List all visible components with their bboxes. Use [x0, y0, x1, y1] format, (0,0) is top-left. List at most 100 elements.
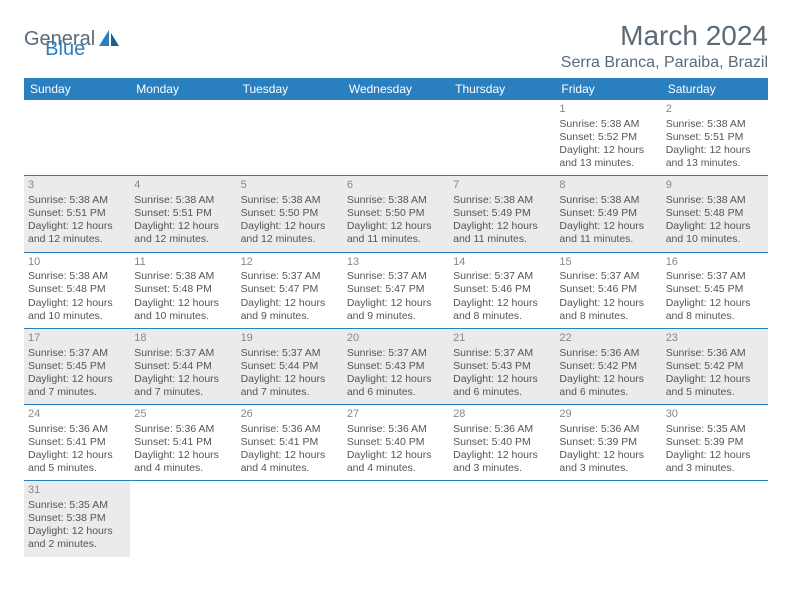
day-number: 6 [347, 179, 445, 193]
sunset-line: Sunset: 5:39 PM [559, 436, 657, 449]
daylight-line: Daylight: 12 hours and 3 minutes. [559, 449, 657, 475]
sunrise-line: Sunrise: 5:38 AM [559, 118, 657, 131]
sunrise-line: Sunrise: 5:37 AM [347, 347, 445, 360]
daylight-line: Daylight: 12 hours and 4 minutes. [347, 449, 445, 475]
weekday-header: Tuesday [237, 78, 343, 100]
sunrise-line: Sunrise: 5:38 AM [134, 270, 232, 283]
calendar-table: SundayMondayTuesdayWednesdayThursdayFrid… [24, 78, 768, 557]
sunrise-line: Sunrise: 5:37 AM [134, 347, 232, 360]
day-number: 15 [559, 256, 657, 270]
sunset-line: Sunset: 5:51 PM [666, 131, 764, 144]
logo-sail-icon [99, 30, 121, 51]
calendar-cell [449, 481, 555, 557]
sunrise-line: Sunrise: 5:36 AM [134, 423, 232, 436]
month-title: March 2024 [561, 20, 768, 52]
calendar-row: 1Sunrise: 5:38 AMSunset: 5:52 PMDaylight… [24, 100, 768, 176]
calendar-cell: 31Sunrise: 5:35 AMSunset: 5:38 PMDayligh… [24, 481, 130, 557]
calendar-cell: 9Sunrise: 5:38 AMSunset: 5:48 PMDaylight… [662, 176, 768, 252]
calendar-cell [130, 100, 236, 176]
daylight-line: Daylight: 12 hours and 5 minutes. [666, 373, 764, 399]
sunrise-line: Sunrise: 5:36 AM [241, 423, 339, 436]
daylight-line: Daylight: 12 hours and 8 minutes. [559, 297, 657, 323]
sunset-line: Sunset: 5:51 PM [134, 207, 232, 220]
weekday-header: Thursday [449, 78, 555, 100]
sunrise-line: Sunrise: 5:36 AM [28, 423, 126, 436]
day-number: 30 [666, 408, 764, 422]
sunset-line: Sunset: 5:41 PM [28, 436, 126, 449]
sunset-line: Sunset: 5:51 PM [28, 207, 126, 220]
calendar-row: 3Sunrise: 5:38 AMSunset: 5:51 PMDaylight… [24, 176, 768, 252]
sunset-line: Sunset: 5:46 PM [559, 283, 657, 296]
calendar-cell [24, 100, 130, 176]
calendar-cell: 21Sunrise: 5:37 AMSunset: 5:43 PMDayligh… [449, 328, 555, 404]
daylight-line: Daylight: 12 hours and 6 minutes. [347, 373, 445, 399]
day-number: 10 [28, 256, 126, 270]
sunset-line: Sunset: 5:50 PM [241, 207, 339, 220]
daylight-line: Daylight: 12 hours and 11 minutes. [347, 220, 445, 246]
daylight-line: Daylight: 12 hours and 11 minutes. [559, 220, 657, 246]
day-number: 19 [241, 332, 339, 346]
sunset-line: Sunset: 5:48 PM [666, 207, 764, 220]
sunrise-line: Sunrise: 5:36 AM [347, 423, 445, 436]
calendar-cell: 26Sunrise: 5:36 AMSunset: 5:41 PMDayligh… [237, 405, 343, 481]
day-number: 26 [241, 408, 339, 422]
logo-text-blue: Blue [45, 38, 85, 60]
calendar-cell: 30Sunrise: 5:35 AMSunset: 5:39 PMDayligh… [662, 405, 768, 481]
sunset-line: Sunset: 5:40 PM [347, 436, 445, 449]
calendar-cell: 18Sunrise: 5:37 AMSunset: 5:44 PMDayligh… [130, 328, 236, 404]
calendar-cell: 20Sunrise: 5:37 AMSunset: 5:43 PMDayligh… [343, 328, 449, 404]
daylight-line: Daylight: 12 hours and 4 minutes. [134, 449, 232, 475]
day-number: 24 [28, 408, 126, 422]
sunset-line: Sunset: 5:47 PM [347, 283, 445, 296]
calendar-body: 1Sunrise: 5:38 AMSunset: 5:52 PMDaylight… [24, 100, 768, 557]
calendar-cell [662, 481, 768, 557]
daylight-line: Daylight: 12 hours and 3 minutes. [453, 449, 551, 475]
calendar-cell: 22Sunrise: 5:36 AMSunset: 5:42 PMDayligh… [555, 328, 661, 404]
sunset-line: Sunset: 5:47 PM [241, 283, 339, 296]
day-number: 25 [134, 408, 232, 422]
calendar-cell: 25Sunrise: 5:36 AMSunset: 5:41 PMDayligh… [130, 405, 236, 481]
daylight-line: Daylight: 12 hours and 10 minutes. [28, 297, 126, 323]
day-number: 22 [559, 332, 657, 346]
day-number: 27 [347, 408, 445, 422]
sunrise-line: Sunrise: 5:38 AM [28, 270, 126, 283]
calendar-cell: 7Sunrise: 5:38 AMSunset: 5:49 PMDaylight… [449, 176, 555, 252]
sunset-line: Sunset: 5:41 PM [241, 436, 339, 449]
day-number: 16 [666, 256, 764, 270]
sunset-line: Sunset: 5:43 PM [453, 360, 551, 373]
calendar-cell: 16Sunrise: 5:37 AMSunset: 5:45 PMDayligh… [662, 252, 768, 328]
sunset-line: Sunset: 5:42 PM [559, 360, 657, 373]
calendar-cell: 5Sunrise: 5:38 AMSunset: 5:50 PMDaylight… [237, 176, 343, 252]
calendar-cell [343, 481, 449, 557]
day-number: 5 [241, 179, 339, 193]
weekday-header: Sunday [24, 78, 130, 100]
sunrise-line: Sunrise: 5:36 AM [453, 423, 551, 436]
sunrise-line: Sunrise: 5:35 AM [28, 499, 126, 512]
daylight-line: Daylight: 12 hours and 3 minutes. [666, 449, 764, 475]
weekday-header: Wednesday [343, 78, 449, 100]
sunrise-line: Sunrise: 5:37 AM [28, 347, 126, 360]
day-number: 18 [134, 332, 232, 346]
daylight-line: Daylight: 12 hours and 6 minutes. [453, 373, 551, 399]
calendar-cell: 12Sunrise: 5:37 AMSunset: 5:47 PMDayligh… [237, 252, 343, 328]
sunset-line: Sunset: 5:44 PM [134, 360, 232, 373]
calendar-cell [343, 100, 449, 176]
calendar-cell: 27Sunrise: 5:36 AMSunset: 5:40 PMDayligh… [343, 405, 449, 481]
sunset-line: Sunset: 5:44 PM [241, 360, 339, 373]
calendar-row: 17Sunrise: 5:37 AMSunset: 5:45 PMDayligh… [24, 328, 768, 404]
weekday-header: Saturday [662, 78, 768, 100]
day-number: 20 [347, 332, 445, 346]
daylight-line: Daylight: 12 hours and 7 minutes. [134, 373, 232, 399]
sunrise-line: Sunrise: 5:38 AM [241, 194, 339, 207]
sunset-line: Sunset: 5:50 PM [347, 207, 445, 220]
header: General Blue March 2024 Serra Branca, Pa… [24, 20, 768, 72]
calendar-cell: 6Sunrise: 5:38 AMSunset: 5:50 PMDaylight… [343, 176, 449, 252]
sunrise-line: Sunrise: 5:38 AM [28, 194, 126, 207]
daylight-line: Daylight: 12 hours and 5 minutes. [28, 449, 126, 475]
day-number: 9 [666, 179, 764, 193]
calendar-cell [555, 481, 661, 557]
day-number: 1 [559, 103, 657, 117]
daylight-line: Daylight: 12 hours and 13 minutes. [559, 144, 657, 170]
day-number: 29 [559, 408, 657, 422]
calendar-cell: 10Sunrise: 5:38 AMSunset: 5:48 PMDayligh… [24, 252, 130, 328]
